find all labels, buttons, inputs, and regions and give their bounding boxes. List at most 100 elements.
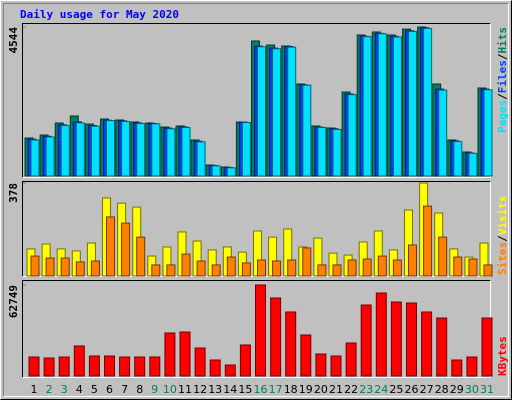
bar	[136, 236, 146, 277]
legend-entry: KBytes	[496, 336, 509, 376]
chart-title: Daily usage for May 2020	[20, 8, 179, 21]
bar	[255, 284, 266, 377]
bar	[406, 302, 417, 377]
bar	[390, 301, 402, 377]
bar	[481, 317, 493, 377]
x-tick-label: 12	[193, 383, 207, 396]
legend-text: Sites/Visits	[496, 196, 509, 276]
bar	[30, 255, 40, 277]
bar	[377, 33, 387, 177]
x-tick-label: 5	[91, 383, 98, 396]
bar	[241, 262, 251, 277]
bar	[451, 359, 463, 377]
bar	[45, 136, 55, 177]
bar	[377, 255, 387, 277]
x-tick-label: 15	[238, 383, 252, 396]
x-tick-label: 28	[435, 383, 449, 396]
bar	[121, 121, 131, 177]
x-tick-label: 30	[465, 383, 479, 396]
x-tick-label: 11	[178, 383, 192, 396]
x-tick-label: 13	[208, 383, 222, 396]
legend: Sites/Visits	[496, 196, 509, 276]
legend-separator: /	[496, 53, 509, 60]
bar	[30, 139, 40, 177]
bar	[151, 264, 161, 277]
bar	[166, 128, 176, 177]
bar	[287, 259, 297, 277]
x-tick-label: 29	[450, 383, 464, 396]
legend-entry: Hits	[496, 27, 509, 54]
panel-edge-dark	[22, 23, 491, 178]
bar	[90, 260, 100, 277]
panel-edge-dark	[22, 280, 491, 378]
x-tick-label: 14	[223, 383, 237, 396]
bar	[375, 292, 387, 377]
x-tick-label: 1	[31, 383, 38, 396]
x-tick-label: 18	[284, 383, 298, 396]
bar	[90, 125, 100, 177]
bar	[58, 356, 70, 377]
x-tick-label: 31	[480, 383, 494, 396]
x-tick-label: 10	[163, 383, 177, 396]
bar	[121, 222, 131, 277]
x-tick-label: 19	[299, 383, 313, 396]
x-tick-label: 22	[344, 383, 358, 396]
bar	[347, 259, 357, 277]
bar	[483, 89, 493, 177]
bar	[468, 152, 478, 177]
bar	[453, 256, 463, 277]
legend-entry: Pages	[496, 100, 509, 133]
x-tick-label: 27	[420, 383, 434, 396]
bar	[224, 364, 236, 377]
bar	[287, 46, 297, 177]
bar	[134, 356, 146, 377]
bar	[270, 297, 282, 377]
x-tick-label: 6	[106, 383, 113, 396]
y-max-label: 4544	[7, 27, 20, 54]
legend-text: Pages/Files/Hits	[496, 27, 509, 133]
bar	[45, 257, 55, 277]
x-tick-label: 2	[46, 383, 53, 396]
bar	[466, 356, 478, 377]
bar	[300, 334, 312, 377]
x-tick-label: 21	[329, 383, 343, 396]
bar	[330, 355, 342, 377]
legend-separator: /	[496, 93, 509, 100]
bar	[453, 141, 463, 177]
bar	[241, 122, 251, 177]
x-tick-label: 25	[389, 383, 403, 396]
legend-separator: /	[496, 235, 509, 242]
bar	[88, 355, 100, 377]
bar	[272, 260, 282, 277]
bar	[257, 259, 266, 277]
legend: Pages/Files/Hits	[496, 27, 509, 133]
bar	[181, 126, 191, 177]
bar	[75, 261, 85, 277]
bar	[423, 27, 433, 177]
bar	[408, 244, 417, 277]
bar	[362, 258, 372, 277]
bar	[362, 36, 372, 177]
bar	[136, 123, 146, 177]
bar	[239, 344, 251, 377]
bar	[392, 259, 402, 277]
frame-inner-dark	[3, 3, 509, 397]
legend-entry: Sites	[496, 242, 509, 275]
bar	[272, 48, 282, 177]
bar	[194, 347, 206, 377]
bar	[166, 264, 176, 277]
bar	[302, 247, 312, 277]
bar	[421, 311, 433, 377]
bar	[423, 205, 433, 277]
x-tick-label: 26	[405, 383, 419, 396]
bar	[106, 120, 115, 177]
bar	[106, 216, 115, 277]
bar	[408, 30, 417, 177]
bar	[196, 141, 206, 177]
bar	[181, 253, 191, 277]
bar	[360, 304, 372, 377]
legend-text: KBytes	[496, 336, 509, 376]
